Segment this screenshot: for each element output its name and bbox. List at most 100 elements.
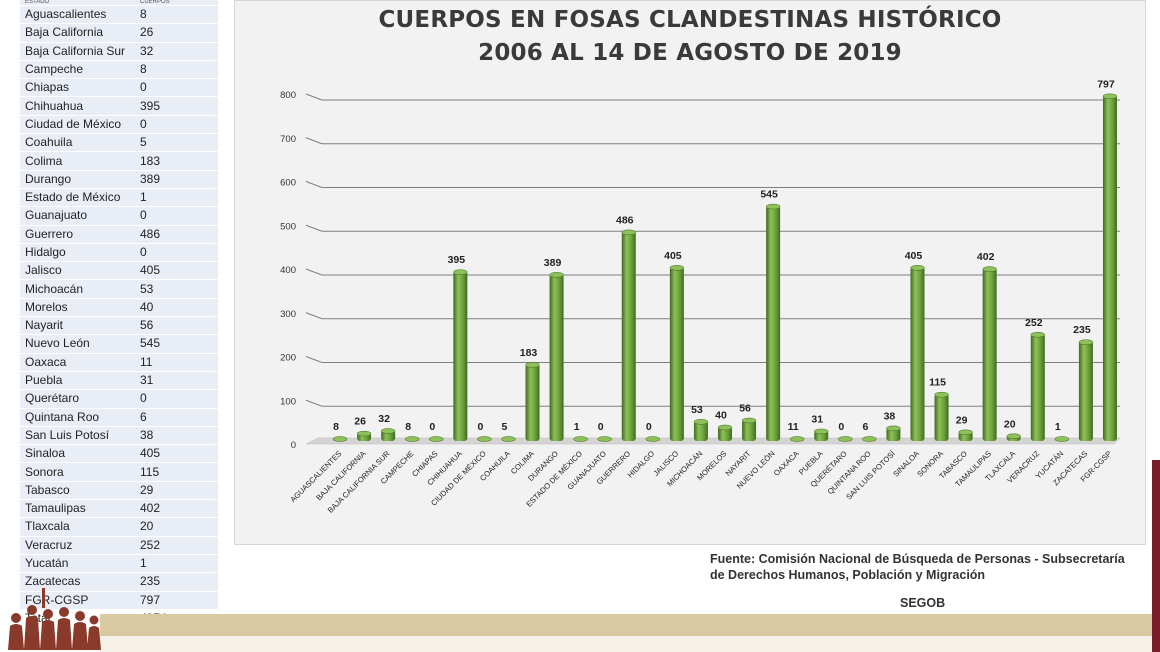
bar xyxy=(742,419,757,441)
bar xyxy=(525,363,540,441)
bar xyxy=(934,393,949,441)
bar-cap xyxy=(429,436,444,442)
bar xyxy=(1030,333,1045,441)
data-label: 0 xyxy=(838,421,844,433)
grid-line-diagonal xyxy=(305,224,323,232)
bar-cap xyxy=(1054,436,1070,442)
table-row: Nuevo León 545 xyxy=(20,334,218,354)
bar-cap xyxy=(982,266,997,272)
bar-cap xyxy=(958,429,973,436)
table-header-row: ESTADO CUERPOS xyxy=(20,0,218,6)
table-cell-value: 1 xyxy=(135,554,218,574)
heroes-logo-icon xyxy=(8,588,101,650)
bar-cap xyxy=(356,430,372,437)
accent-side-bar xyxy=(1152,460,1160,652)
grid-line-diagonal xyxy=(305,93,323,101)
table-cell-value: 252 xyxy=(135,536,218,555)
data-label: 40 xyxy=(715,410,727,422)
table-cell-state: Campeche xyxy=(20,60,135,80)
table-cell-value: 0 xyxy=(135,206,218,226)
bar-cap xyxy=(549,272,564,278)
source-note: Fuente: Comisión Nacional de Búsqueda de… xyxy=(710,551,1140,583)
table-row: Sinaloa 405 xyxy=(20,444,218,464)
table-row: Tabasco 29 xyxy=(20,481,218,501)
data-label: 0 xyxy=(477,421,483,433)
bar xyxy=(669,266,684,441)
bar-cap xyxy=(525,362,540,368)
bar-cap xyxy=(477,436,492,442)
bar-cap xyxy=(934,391,949,398)
table-row: Michoacán 53 xyxy=(20,279,218,299)
data-label: 20 xyxy=(1004,418,1016,430)
data-label: 8 xyxy=(333,421,339,433)
data-label: 11 xyxy=(788,421,799,433)
chart-title-line1: CUERPOS EN FOSAS CLANDESTINAS HISTÓRICO xyxy=(378,7,1002,33)
table-cell-value: 486 xyxy=(135,225,218,244)
table-row: Oaxaca 11 xyxy=(20,353,218,372)
y-tick-label: 300 xyxy=(280,309,296,320)
bar-cap xyxy=(597,436,612,442)
table-cell-state: Morelos xyxy=(20,298,135,318)
table-cell-state: Jalisco xyxy=(20,261,135,281)
table-cell-state: Zacatecas xyxy=(20,572,135,592)
bar xyxy=(549,273,564,441)
table-cell-value: 405 xyxy=(135,261,218,281)
state-table: ESTADO CUERPOS Aguascalientes 8 Baja Calif… xyxy=(20,0,218,629)
chart-floor xyxy=(305,437,1121,445)
table-cell-state: Tabasco xyxy=(20,481,135,501)
bar-cap xyxy=(645,436,661,442)
table-cell-state: Colima xyxy=(20,151,135,171)
table-row: FGR-CGSP 797 xyxy=(20,591,218,610)
bar-cap xyxy=(813,428,829,435)
bar-cap xyxy=(380,428,396,434)
table-cell-value: 11 xyxy=(135,353,218,372)
table-row: Chiapas 0 xyxy=(20,78,218,98)
table-row: Guanajuato 0 xyxy=(20,206,218,226)
data-label: 402 xyxy=(977,251,995,263)
table-row: Ciudad de México 0 xyxy=(20,115,218,135)
table-cell-state: Coahuila xyxy=(20,133,135,153)
bar-cap xyxy=(862,436,877,442)
table-row: San Luis Potosí 38 xyxy=(20,426,218,446)
grid-line-diagonal xyxy=(305,356,323,363)
y-tick-label: 600 xyxy=(280,178,296,189)
bar xyxy=(693,420,708,441)
table-row: Morelos 40 xyxy=(20,298,218,318)
table-cell-value: 183 xyxy=(135,151,218,171)
bar xyxy=(766,205,781,441)
grid-line-diagonal xyxy=(305,312,323,320)
table-row: Aguascalientes 8 xyxy=(20,5,218,25)
y-tick-label: 800 xyxy=(280,90,296,101)
table-cell-state: Estado de México xyxy=(20,188,135,208)
table-cell-value: 26 xyxy=(135,23,218,43)
table-cell-state: Chihuahua xyxy=(20,96,135,116)
bar-cap xyxy=(1006,433,1021,439)
table-cell-value: 405 xyxy=(135,444,218,464)
bar-cap xyxy=(886,425,901,432)
table-row: Guerrero 486 xyxy=(20,225,218,244)
bar-cap xyxy=(332,436,348,442)
table-cell-value: 0 xyxy=(135,115,218,135)
bar-cap xyxy=(765,203,781,210)
table-cell-value: 0 xyxy=(135,78,218,98)
grid-line-diagonal xyxy=(305,399,323,407)
bar-cap xyxy=(1078,339,1094,345)
y-tick-label: 400 xyxy=(280,265,296,276)
data-label: 1 xyxy=(1055,421,1061,433)
bar-cap xyxy=(789,436,805,442)
y-tick-label: 500 xyxy=(280,221,296,232)
data-label: 405 xyxy=(664,250,682,262)
source-line2: de Derechos Humanos, Población y Migraci… xyxy=(710,568,986,582)
table-cell-value: 545 xyxy=(135,334,218,354)
table-cell-state: Baja California xyxy=(20,23,135,43)
x-tick-label: OAXACA xyxy=(772,448,801,477)
table-cell-state: Tamaulipas xyxy=(20,499,135,519)
y-tick-label: 200 xyxy=(280,353,296,364)
data-label: 389 xyxy=(544,257,562,269)
table-cell-value: 235 xyxy=(135,572,218,592)
table-cell-state: Guanajuato xyxy=(20,206,135,226)
y-tick-label: 100 xyxy=(280,396,296,407)
table-cell-state: Yucatán xyxy=(20,554,135,574)
data-label: 395 xyxy=(448,254,466,266)
table-cell-value: 1 xyxy=(135,188,218,208)
